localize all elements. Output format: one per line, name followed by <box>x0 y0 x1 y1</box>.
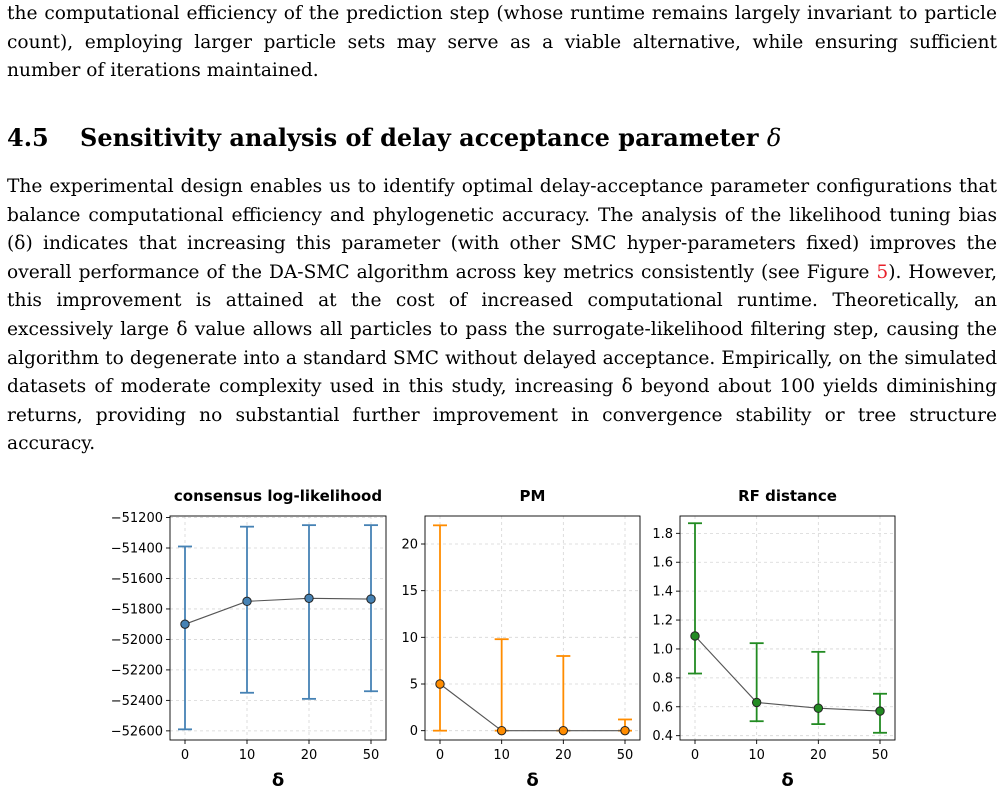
chart-title: RF distance <box>738 487 837 505</box>
x-axis-label: δ <box>781 770 793 790</box>
series-line <box>184 597 372 625</box>
y-tick-label: 0.6 <box>652 700 673 715</box>
section-number: 4.5 <box>7 123 49 152</box>
plot-frame <box>169 515 387 741</box>
section-title: Sensitivity analysis of delay acceptance… <box>80 123 759 152</box>
y-tick-label: 1.2 <box>652 614 673 629</box>
y-tick-label: −51600 <box>111 572 163 587</box>
y-tick-label: 1.8 <box>652 527 673 542</box>
y-tick-label: −52200 <box>111 663 163 678</box>
chart-panel-2: 0.4 0.6 0.8 1.0 1.2 1.4 1.6 1.8 0 10 20 50 RF distan… <box>652 487 896 791</box>
x-tick-label: 0 <box>436 748 444 763</box>
data-point <box>304 593 314 603</box>
x-axis-label: δ <box>526 770 538 790</box>
data-point <box>813 703 824 713</box>
plot-frame <box>679 515 896 741</box>
series-line <box>694 635 881 712</box>
y-tick-label: 1.4 <box>652 585 673 600</box>
paragraph-sensitivity-part1: The experimental design enables us to id… <box>7 176 997 283</box>
data-point <box>558 725 569 736</box>
data-point <box>366 594 376 604</box>
x-tick-label: 0 <box>181 748 189 763</box>
y-tick-label: −52600 <box>111 724 163 739</box>
data-point <box>180 619 190 629</box>
series-line <box>439 683 625 732</box>
y-tick-label: −51400 <box>111 542 163 557</box>
y-tick-label: 0.8 <box>652 671 673 686</box>
chart-panel-1: 0 5 10 15 20 0 10 20 50 PM δ <box>401 487 641 791</box>
figure-5-charts: −51200 −51400 −51600 −51800 −52000 −52200 −524… <box>111 487 896 791</box>
y-tick-label: 5 <box>410 678 418 693</box>
chart-panel-0: −51200 −51400 −51600 −51800 −52000 −52200 −524… <box>111 487 387 791</box>
data-point <box>242 596 252 607</box>
x-tick-label: 10 <box>493 748 510 763</box>
x-tick-label: 20 <box>810 748 827 763</box>
paragraph-intro: the computational efficiency of the pred… <box>7 3 997 82</box>
y-tick-label: 1.0 <box>652 642 673 657</box>
chart-title: PM <box>520 487 546 505</box>
data-point <box>435 679 445 689</box>
y-tick-label: 0.4 <box>652 729 673 744</box>
x-tick-label: 20 <box>555 748 572 763</box>
chart-title: consensus log-likelihood <box>174 487 382 505</box>
y-tick-label: −52400 <box>111 694 163 709</box>
paragraph-sensitivity: The experimental design enables us to id… <box>7 173 997 459</box>
x-tick-label: 50 <box>363 748 380 763</box>
y-tick-label: 15 <box>401 584 418 599</box>
data-point <box>751 697 762 708</box>
data-point <box>875 706 885 716</box>
section-symbol: δ <box>766 124 782 152</box>
x-tick-label: 10 <box>239 748 256 763</box>
figure-reference-link[interactable]: 5 <box>876 261 889 283</box>
data-point <box>620 725 630 736</box>
y-tick-label: 0 <box>410 724 418 739</box>
data-point <box>496 725 507 736</box>
y-tick-label: −51800 <box>111 602 163 617</box>
x-tick-label: 10 <box>748 748 765 763</box>
x-tick-label: 20 <box>301 748 318 763</box>
data-point <box>690 631 700 641</box>
y-tick-label: 20 <box>401 538 418 553</box>
x-tick-label: 50 <box>617 748 634 763</box>
x-tick-label: 50 <box>872 748 889 763</box>
section-heading: 4.5 Sensitivity analysis of delay accepta… <box>7 120 997 156</box>
x-axis-label: δ <box>272 770 284 790</box>
paragraph-sensitivity-part2: ). However, this improvement is attained… <box>7 261 997 455</box>
figure-5: −51200 −51400 −51600 −51800 −52000 −52200 −524… <box>0 478 1004 795</box>
x-tick-label: 0 <box>691 748 699 763</box>
y-tick-label: 10 <box>401 631 418 646</box>
y-tick-label: −51200 <box>111 511 163 526</box>
y-tick-label: 1.6 <box>652 556 673 571</box>
y-tick-label: −52000 <box>111 633 163 648</box>
plot-frame <box>424 515 641 741</box>
